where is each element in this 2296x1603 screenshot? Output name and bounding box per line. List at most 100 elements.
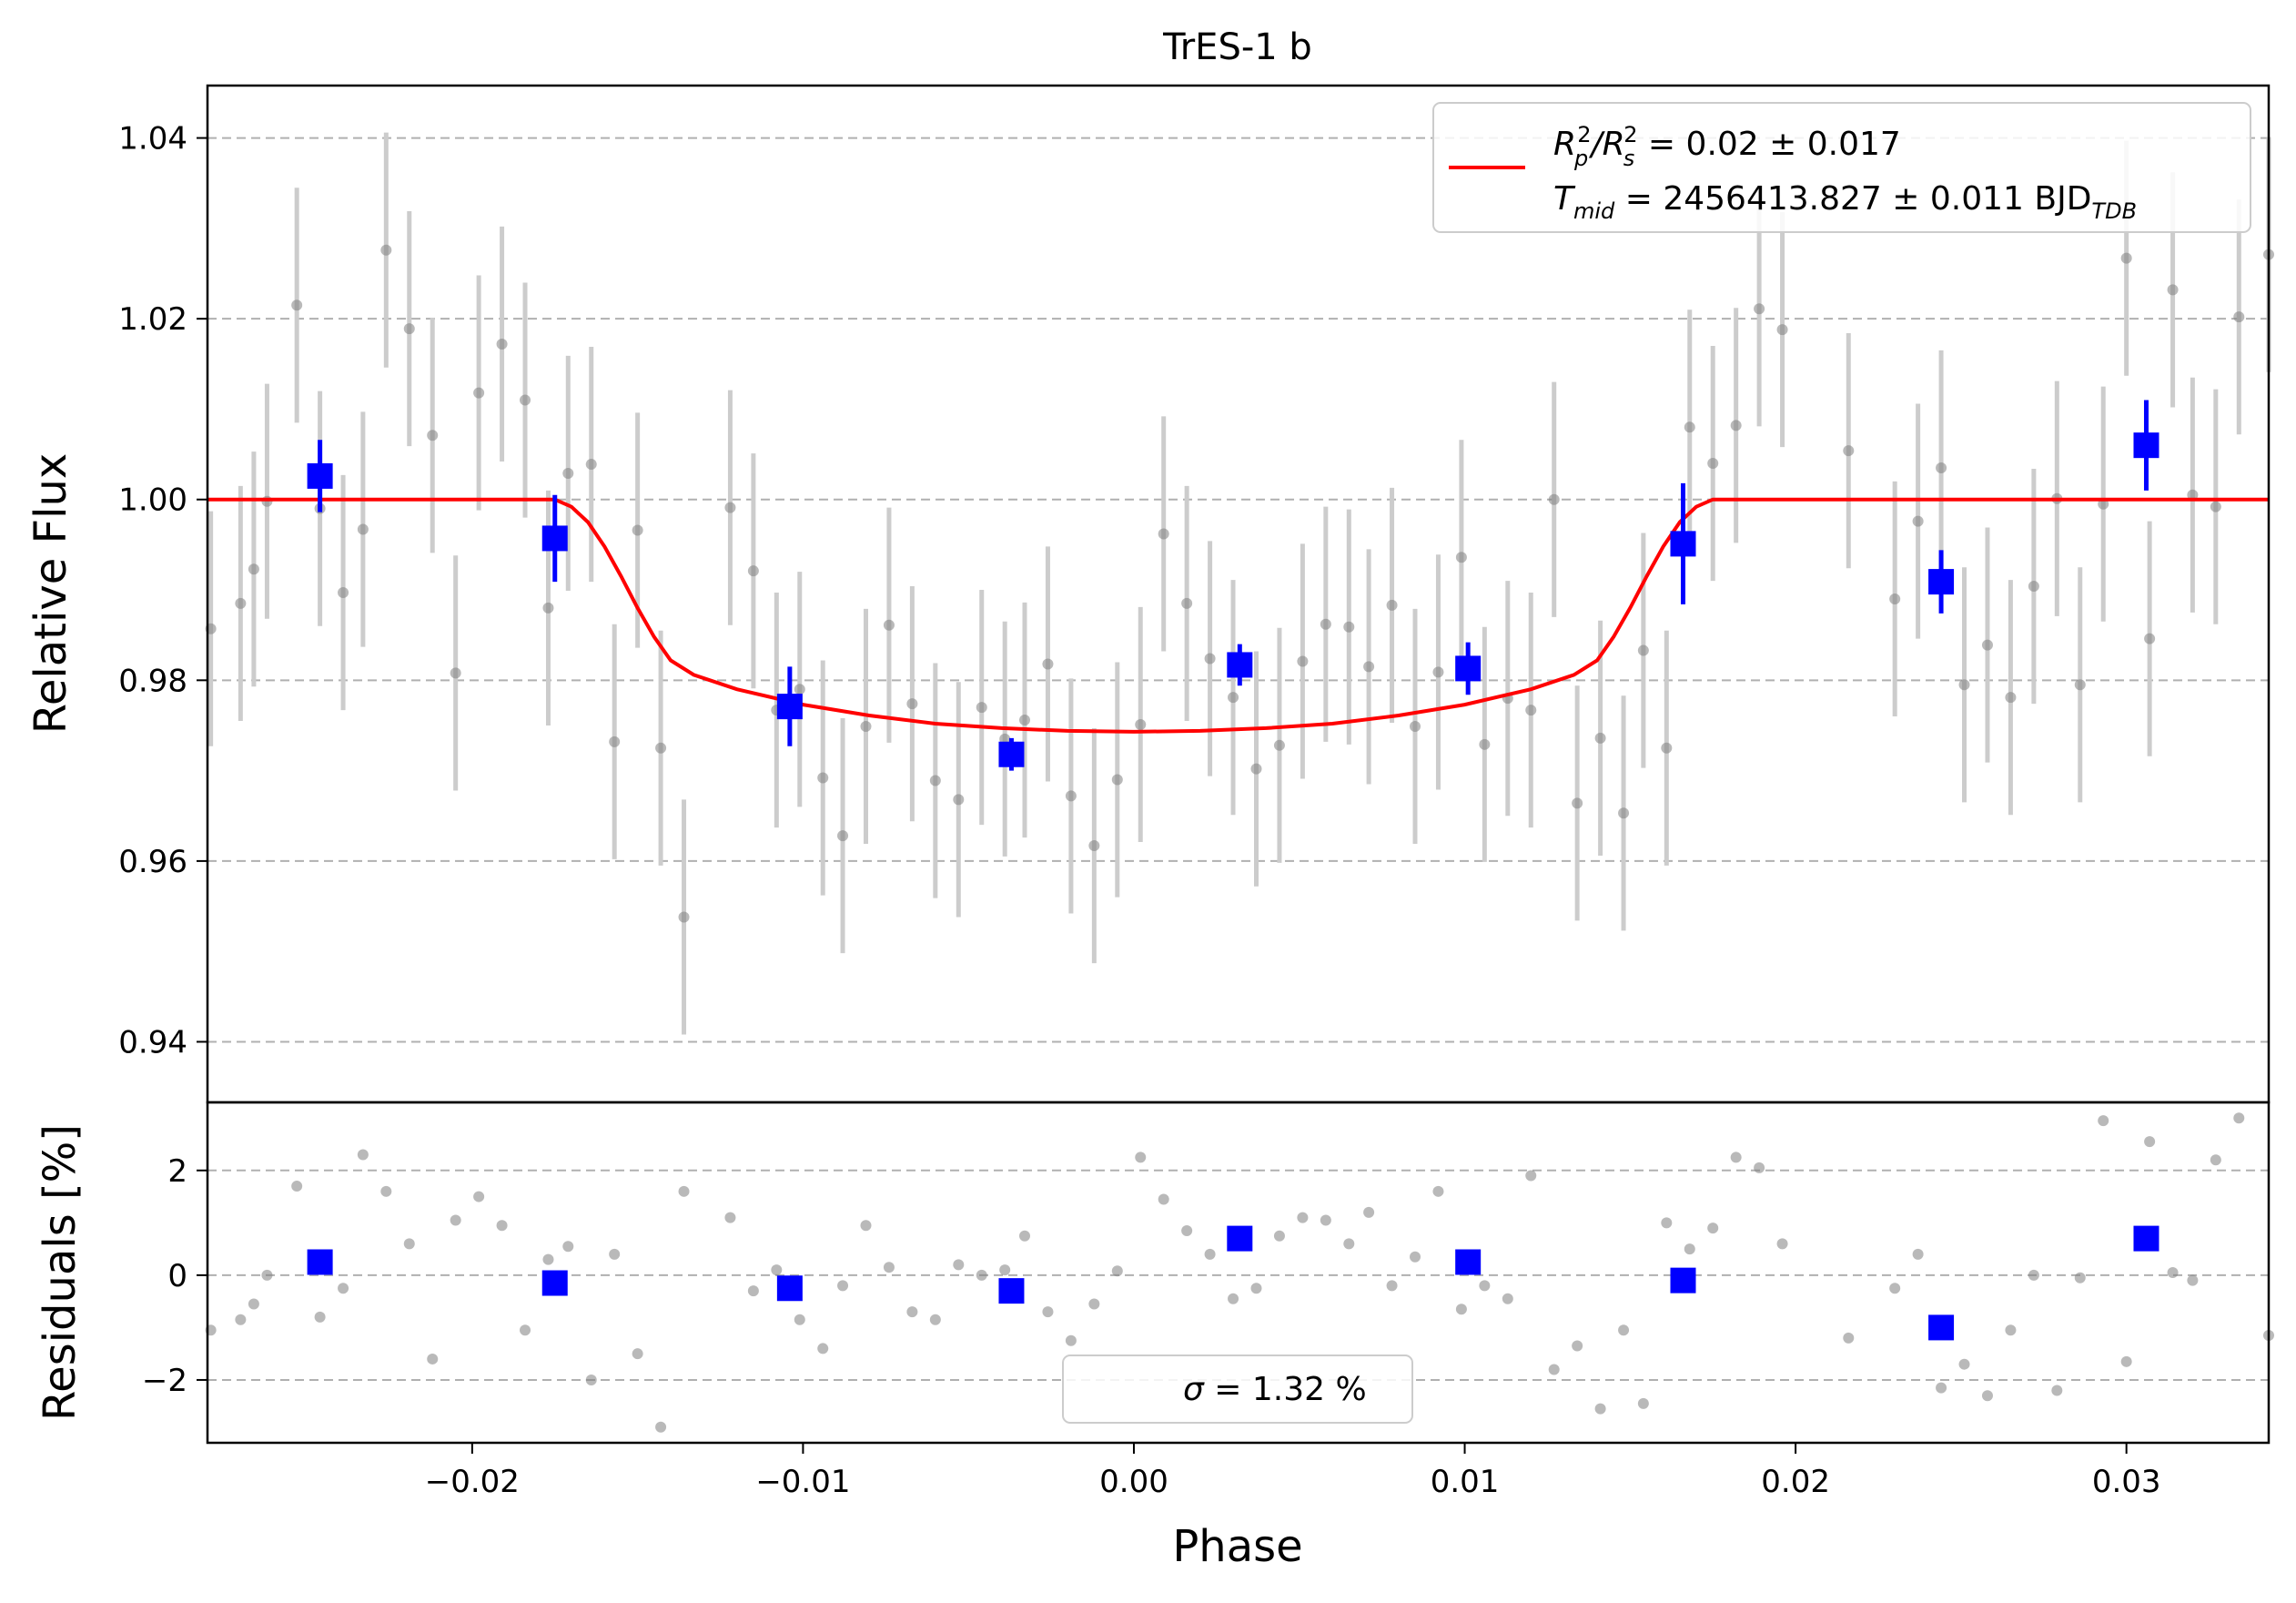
legend-rp-label: Rp2/Rs2 = 0.02 ± 0.017: [1553, 122, 1901, 171]
flux-raw-point: [1594, 732, 1606, 744]
residual-raw-point: [314, 1311, 326, 1323]
residual-raw-point: [1455, 1304, 1467, 1315]
flux-raw-point: [2028, 581, 2039, 593]
residual-raw-point: [1525, 1170, 1537, 1182]
flux-raw-point: [1684, 421, 1695, 433]
residual-raw-point: [291, 1181, 303, 1192]
residuals-y-tick-label: −2: [142, 1363, 187, 1399]
flux-raw-point: [1386, 599, 1398, 611]
residual-raw-point: [403, 1238, 415, 1250]
residual-raw-point: [1754, 1162, 1765, 1173]
residuals-y-tick-label: 2: [167, 1153, 187, 1190]
residual-raw-point: [1204, 1248, 1216, 1260]
residual-binned-point: [541, 1270, 568, 1296]
residual-raw-point: [1502, 1293, 1513, 1304]
flux-binned-point: [2133, 432, 2159, 459]
flux-raw-point: [1297, 655, 1309, 667]
x-tick-label: 0.02: [1761, 1464, 1830, 1500]
flux-binned-point: [307, 462, 333, 489]
flux-raw-point: [1776, 324, 1788, 336]
residual-raw-point: [2028, 1269, 2039, 1281]
residual-raw-point: [1135, 1152, 1147, 1163]
flux-raw-point: [609, 736, 621, 747]
flux-raw-point: [1320, 618, 1331, 630]
residual-raw-point: [678, 1185, 690, 1197]
flux-raw-point: [1981, 639, 1993, 651]
residual-raw-point: [1019, 1230, 1031, 1242]
flux-y-axis-label: Relative Flux: [25, 453, 76, 735]
residual-binned-point: [307, 1249, 333, 1275]
residual-raw-point: [1158, 1193, 1169, 1205]
flux-binned-point: [998, 741, 1025, 767]
residual-raw-point: [261, 1269, 273, 1281]
flux-raw-point: [1754, 303, 1765, 315]
residual-raw-point: [1410, 1251, 1421, 1263]
flux-raw-point: [976, 702, 987, 714]
flux-raw-point: [632, 524, 643, 536]
x-tick-label: 0.03: [2092, 1464, 2161, 1500]
residual-raw-point: [1912, 1248, 1924, 1260]
x-tick-label: −0.01: [755, 1464, 850, 1500]
residual-raw-point: [562, 1241, 574, 1253]
flux-raw-point: [585, 459, 597, 471]
residual-raw-point: [1228, 1293, 1239, 1304]
residual-raw-point: [450, 1214, 461, 1226]
residual-raw-point: [1661, 1217, 1673, 1229]
flux-raw-point: [724, 502, 736, 513]
residual-raw-point: [338, 1283, 349, 1294]
flux-binned-point: [776, 694, 803, 720]
flux-raw-point: [1661, 742, 1673, 754]
flux-raw-point: [542, 602, 554, 614]
flux-raw-point: [473, 387, 485, 399]
residual-raw-point: [235, 1314, 247, 1325]
residual-raw-point: [2051, 1385, 2063, 1396]
residual-raw-point: [860, 1220, 872, 1232]
residual-raw-point: [520, 1324, 531, 1336]
flux-y-tick-label: 0.94: [118, 1024, 187, 1060]
flux-binned-point: [1227, 652, 1253, 678]
x-tick-label: 0.00: [1099, 1464, 1168, 1500]
residual-raw-point: [1618, 1324, 1630, 1336]
flux-raw-point: [1111, 774, 1123, 786]
flux-y-tick-label: 1.04: [118, 121, 187, 157]
residuals-legend: σ = 1.32 %: [1062, 1354, 1413, 1424]
residuals-y-axis-label: Residuals [%]: [35, 1124, 86, 1421]
residual-raw-point: [1843, 1332, 1855, 1344]
flux-raw-point: [2233, 311, 2245, 323]
flux-raw-point: [291, 299, 303, 311]
flux-raw-point: [678, 911, 690, 923]
flux-raw-point: [1572, 797, 1583, 809]
residual-raw-point: [1594, 1403, 1606, 1415]
residual-raw-point: [1250, 1283, 1262, 1294]
flux-raw-point: [1455, 552, 1467, 563]
residual-raw-point: [1684, 1243, 1695, 1255]
flux-raw-point: [747, 565, 759, 577]
residual-raw-point: [1432, 1185, 1444, 1197]
flux-raw-point: [450, 667, 461, 679]
residual-raw-point: [906, 1306, 918, 1318]
flux-raw-point: [1250, 763, 1262, 775]
residual-raw-point: [1111, 1265, 1123, 1277]
residual-raw-point: [427, 1353, 439, 1365]
flux-panel: 0.94 0.96 0.98 1.00 1.02 1.04 Relative Flux R…: [25, 84, 2274, 1104]
residual-raw-point: [1776, 1238, 1788, 1250]
flux-raw-point: [2210, 501, 2221, 512]
residuals-axes-frame: [206, 1101, 2271, 1445]
sigma-label: σ = 1.32 %: [1183, 1371, 1367, 1408]
residual-raw-point: [953, 1259, 965, 1271]
residual-raw-point: [2210, 1154, 2221, 1166]
residual-raw-point: [248, 1298, 259, 1310]
residuals-y-tick-label: 0: [167, 1258, 187, 1294]
residual-raw-point: [1297, 1212, 1309, 1223]
flux-raw-point: [1181, 597, 1193, 609]
flux-raw-point: [2005, 692, 2017, 704]
flux-raw-point: [1432, 666, 1444, 678]
residual-raw-point: [1707, 1223, 1719, 1234]
residual-raw-point: [2144, 1136, 2156, 1148]
flux-raw-point: [860, 720, 872, 732]
flux-raw-point: [655, 742, 667, 754]
flux-raw-point: [2144, 633, 2156, 644]
flux-raw-point: [1088, 840, 1100, 852]
residual-raw-point: [771, 1264, 783, 1276]
